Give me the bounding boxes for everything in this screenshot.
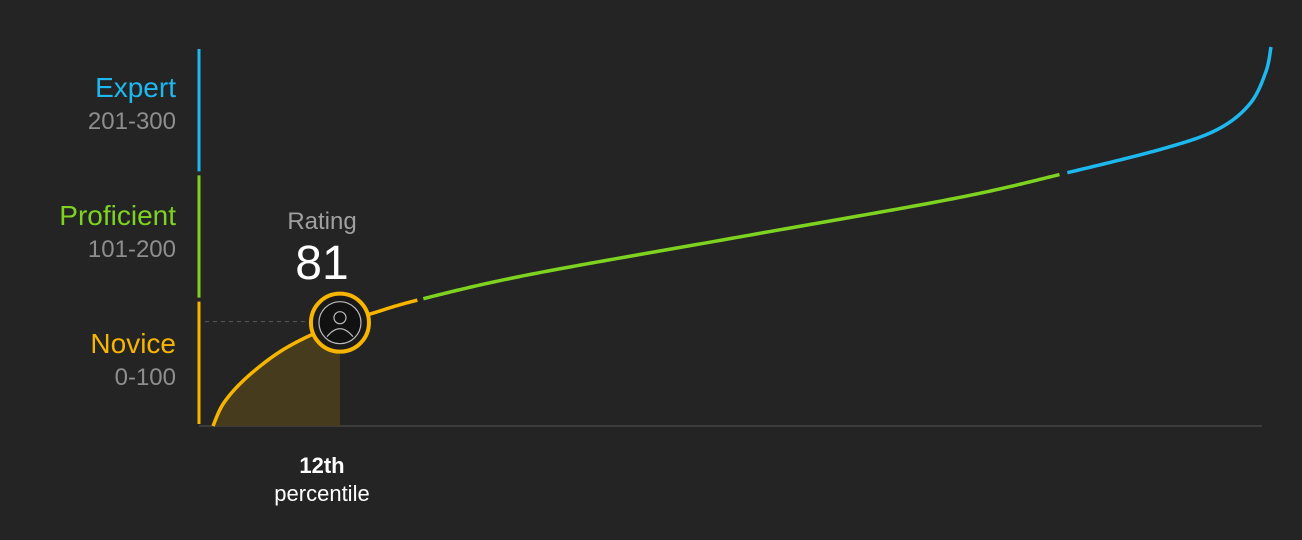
band-range-novice: 0-100 [114,364,176,391]
rating-value: 81 [295,237,349,290]
band-label-novice: Novice 0-100 [90,328,176,392]
percentile-value: 12th [299,453,345,478]
band-range-proficient: 101-200 [87,236,176,263]
band-label-expert: Expert 201-300 [88,72,176,136]
band-name-novice: Novice [90,328,176,359]
percentile-area-fill [213,323,340,426]
band-range-expert: 201-300 [87,108,176,135]
user-marker[interactable] [308,291,371,354]
percentile-callout: 12th percentile [274,452,369,508]
rating-callout: Rating 81 [287,208,356,290]
curve-segment-expert [1066,46,1273,175]
band-name-proficient: Proficient [59,200,176,231]
percentile-label: percentile [274,481,370,506]
rating-label: Rating [287,208,357,235]
band-name-expert: Expert [95,72,176,103]
user-marker-inner [318,301,362,345]
band-label-proficient: Proficient 101-200 [59,200,176,264]
rating-curve [211,46,1273,427]
curve-segment-proficient [422,172,1060,301]
user-avatar-icon [326,311,354,338]
